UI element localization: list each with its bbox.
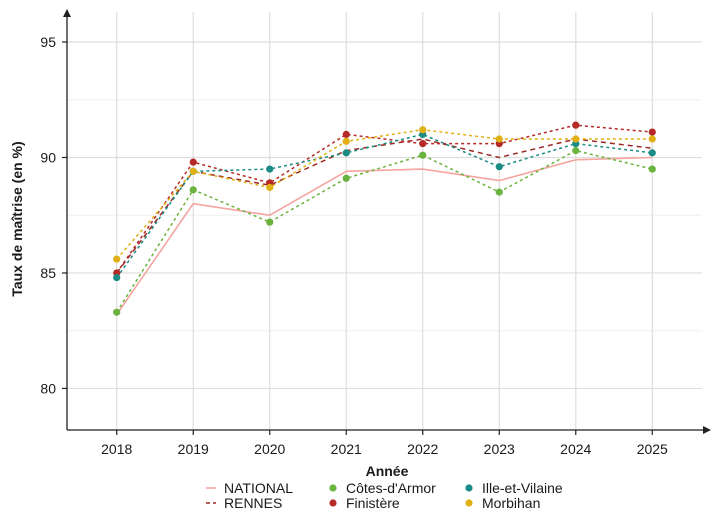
legend-label: Côtes-d'Armor <box>346 480 436 496</box>
y-tick-label: 95 <box>40 34 56 50</box>
data-point-morbihan <box>648 135 656 143</box>
data-point-morbihan <box>342 137 350 145</box>
legend-label: Morbihan <box>482 495 540 511</box>
y-tick-label: 90 <box>40 149 56 165</box>
legend-item-c-tes-d-armor: Côtes-d'Armor <box>329 480 436 496</box>
data-point-c-tes-d-armor <box>189 186 197 194</box>
data-point-c-tes-d-armor <box>648 165 656 173</box>
x-tick-label: 2022 <box>407 441 438 457</box>
x-tick-label: 2023 <box>484 441 515 457</box>
grid-lines <box>67 12 702 430</box>
legend-item-national: NATIONAL <box>206 480 293 496</box>
legend-label: Finistère <box>346 495 400 511</box>
data-point-morbihan <box>572 135 580 143</box>
legend-marker <box>465 499 473 507</box>
legend-marker <box>465 484 473 492</box>
legend-item-ille-et-vilaine: Ille-et-Vilaine <box>465 480 563 496</box>
data-point-c-tes-d-armor <box>266 218 274 226</box>
data-point-morbihan <box>419 126 427 134</box>
legend-marker <box>329 499 337 507</box>
legend-item-finist-re: Finistère <box>329 495 400 511</box>
series-line-ille-et-vilaine <box>116 133 653 279</box>
data-point-finist-re <box>342 130 350 138</box>
data-point-morbihan <box>495 135 503 143</box>
data-point-morbihan <box>266 183 274 192</box>
data-point-finist-re <box>648 128 656 136</box>
x-axis-arrow <box>703 426 711 434</box>
legend-marker <box>329 484 337 492</box>
series-line-national <box>116 156 653 315</box>
x-tick-label: 2020 <box>254 441 285 457</box>
y-tick-label: 85 <box>40 265 56 281</box>
series-layer <box>113 121 656 316</box>
y-axis-arrow <box>63 9 71 17</box>
data-point-ille-et-vilaine <box>266 165 274 173</box>
legend-label: NATIONAL <box>224 480 293 496</box>
data-point-ille-et-vilaine <box>113 273 121 282</box>
data-point-morbihan <box>189 167 197 175</box>
data-point-finist-re <box>189 158 197 166</box>
data-point-morbihan <box>113 255 121 263</box>
data-point-finist-re <box>572 121 580 129</box>
data-point-finist-re <box>419 140 427 148</box>
legend-label: RENNES <box>224 495 282 511</box>
data-point-c-tes-d-armor <box>495 188 503 196</box>
data-point-c-tes-d-armor <box>113 308 121 316</box>
data-point-c-tes-d-armor <box>572 146 580 155</box>
x-tick-label: 2019 <box>178 441 209 457</box>
y-tick-label: 80 <box>40 380 56 396</box>
legend-item-morbihan: Morbihan <box>465 495 540 511</box>
series-line-rennes <box>116 138 653 274</box>
data-point-ille-et-vilaine <box>648 149 656 157</box>
data-point-ille-et-vilaine <box>495 163 503 171</box>
x-axis-title: Année <box>366 463 409 479</box>
series-line-c-tes-d-armor <box>116 149 653 313</box>
legend-item-rennes: RENNES <box>206 495 282 511</box>
x-tick-label: 2021 <box>331 441 362 457</box>
data-point-c-tes-d-armor <box>419 151 427 159</box>
x-tick-label: 2024 <box>560 441 591 457</box>
x-tick-label: 2018 <box>101 441 132 457</box>
series-line-finist-re <box>116 124 653 274</box>
data-point-c-tes-d-armor <box>342 174 350 182</box>
y-axis-title: Taux de maîtrise (en %) <box>9 141 25 296</box>
x-tick-label: 2025 <box>637 441 668 457</box>
series-line-morbihan <box>116 129 653 260</box>
data-point-ille-et-vilaine <box>342 149 350 157</box>
axes: 80 85 90 95 2018 2019 2020 2021 2022 2023 2024 2025 <box>40 9 711 457</box>
legend-label: Ille-et-Vilaine <box>482 480 563 496</box>
